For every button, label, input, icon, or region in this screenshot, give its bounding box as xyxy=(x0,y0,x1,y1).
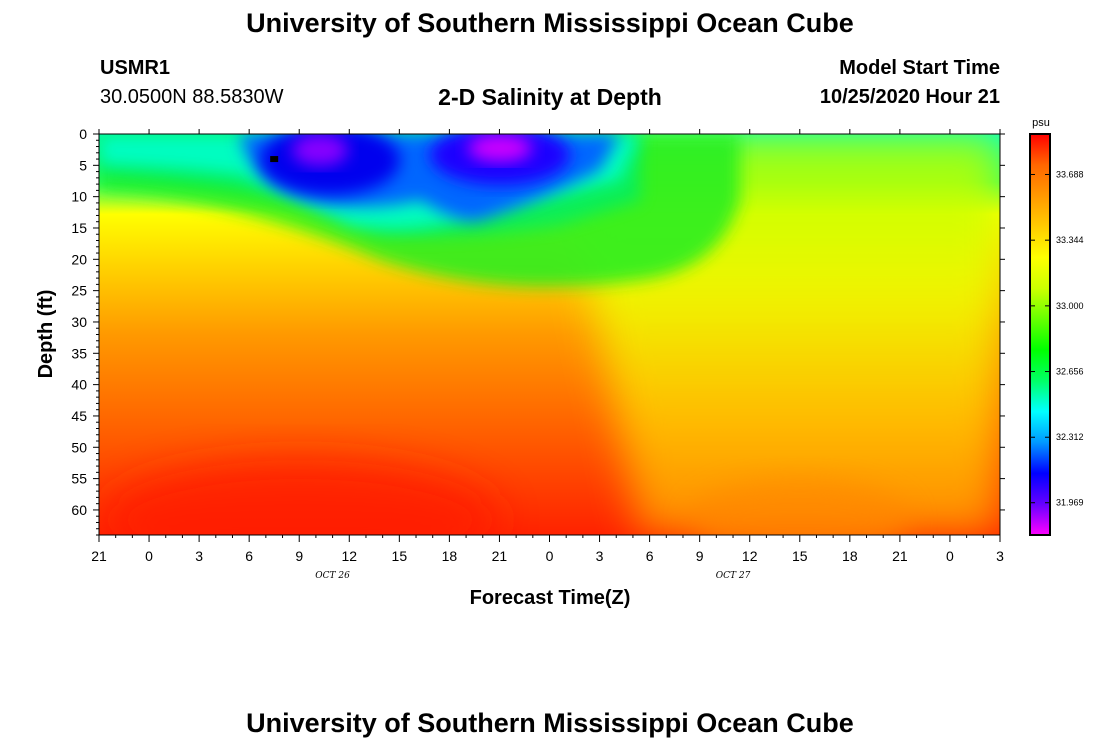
y-tick-label: 40 xyxy=(71,377,87,393)
y-tick-label: 60 xyxy=(71,502,87,518)
x-axis-label: Forecast Time(Z) xyxy=(470,587,631,609)
x-tick-label: 21 xyxy=(492,548,508,564)
y-tick-label: 25 xyxy=(71,283,87,299)
y-axis: 0 5 10 15 20 25 30 35 40 45 50 55 60 xyxy=(71,126,1005,536)
x-tick-label: 0 xyxy=(145,548,153,564)
date-labels: OCT 26 OCT 27 xyxy=(315,571,750,581)
y-tick-label: 35 xyxy=(71,345,87,361)
station-coordinates: 30.0500N 88.5830W xyxy=(100,86,284,108)
y-tick-label: 55 xyxy=(71,471,87,487)
colorbar-gradient xyxy=(1029,133,1051,536)
y-tick-label: 0 xyxy=(79,126,87,142)
station-id: USMR1 xyxy=(100,57,171,79)
y-tick-label: 45 xyxy=(71,408,87,424)
plot-title: 2-D Salinity at Depth xyxy=(438,84,662,110)
deep-salty-lobe xyxy=(690,480,910,535)
colorbar-tick-label: 31.969 xyxy=(1056,498,1084,508)
y-tick-label: 30 xyxy=(71,314,87,330)
main-title: University of Southern Mississippi Ocean… xyxy=(246,8,854,38)
footer-title: University of Southern Mississippi Ocean… xyxy=(246,708,854,738)
colorbar: psu 33.688 33.344 33.000 32.656 32.312 31.969 xyxy=(1029,117,1084,536)
model-start-label: Model Start Time xyxy=(839,57,1000,79)
y-tick-label: 50 xyxy=(71,439,87,455)
x-axis: 21 0 3 6 9 12 15 18 21 0 3 6 9 12 15 18 21 0 3 xyxy=(91,535,1004,564)
x-tick-label: 3 xyxy=(596,548,604,564)
station-depth-marker xyxy=(270,156,279,163)
fresh-core-2-center xyxy=(468,134,532,162)
colorbar-tick-label: 32.656 xyxy=(1056,367,1084,377)
top-tick-marks xyxy=(98,129,1001,134)
x-tick-label: 21 xyxy=(91,548,107,564)
x-tick-label: 9 xyxy=(295,548,303,564)
x-tick-label: 15 xyxy=(392,548,408,564)
x-tick-label: 3 xyxy=(996,548,1004,564)
y-tick-label: 10 xyxy=(71,189,87,205)
y-tick-label: 20 xyxy=(71,251,87,267)
x-tick-label: 6 xyxy=(646,548,654,564)
x-tick-label: 18 xyxy=(842,548,858,564)
x-tick-label: 6 xyxy=(245,548,253,564)
y-tick-label: 5 xyxy=(79,157,87,173)
x-tick-label: 0 xyxy=(946,548,954,564)
colorbar-tick-label: 32.312 xyxy=(1056,432,1084,442)
x-tick-label: 15 xyxy=(792,548,808,564)
fresh-core-1-center xyxy=(292,134,348,166)
y-axis-label: Depth (ft) xyxy=(35,290,57,379)
x-tick-label: 0 xyxy=(546,548,554,564)
x-tick-label: 21 xyxy=(892,548,908,564)
salinity-heatmap xyxy=(99,134,1000,535)
x-tick-label: 12 xyxy=(742,548,758,564)
date-label: OCT 27 xyxy=(716,571,751,581)
deep-salty-core xyxy=(100,460,500,535)
x-tick-label: 12 xyxy=(341,548,357,564)
colorbar-tick-label: 33.688 xyxy=(1056,169,1084,179)
model-start-time: 10/25/2020 Hour 21 xyxy=(819,86,1000,108)
x-tick-label: 18 xyxy=(442,548,458,564)
colorbar-tick-label: 33.344 xyxy=(1056,235,1084,245)
colorbar-unit: psu xyxy=(1032,117,1050,129)
colorbar-tick-label: 33.000 xyxy=(1056,301,1084,311)
date-label: OCT 26 xyxy=(315,571,350,581)
x-tick-label: 3 xyxy=(195,548,203,564)
x-tick-label: 9 xyxy=(696,548,704,564)
y-tick-label: 15 xyxy=(71,220,87,236)
